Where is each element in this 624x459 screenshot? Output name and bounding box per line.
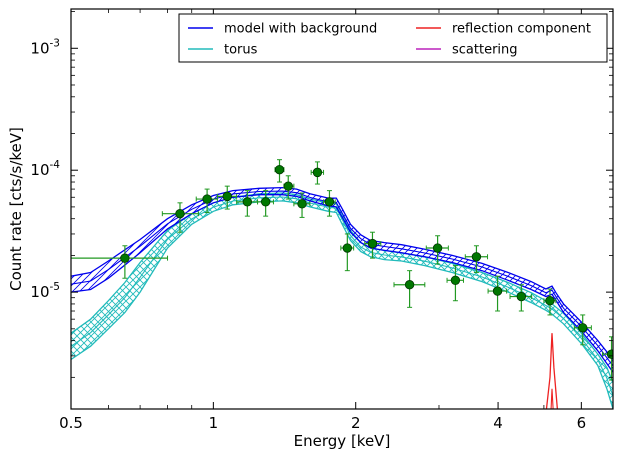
y-tick-exponent: -5 [50,281,60,293]
data-marker [606,349,613,359]
data-point [601,336,613,381]
data-point [257,190,274,217]
y-tick-exponent: -3 [50,37,60,49]
data-point [71,245,169,279]
legend-label: model with background [224,22,377,37]
data-marker [222,191,232,202]
data-point [293,192,311,218]
data-point [195,188,218,213]
data-marker [260,197,271,207]
y-tick-base: 10 [30,161,49,179]
data-marker [312,167,323,178]
y-tick-label: 10-3 [30,37,60,57]
x-tick-label: 2 [351,414,361,432]
data-marker [516,291,527,302]
y-tick-base: 10 [30,283,49,301]
data-point [509,284,533,312]
data-point [161,202,199,233]
data-marker [120,253,130,263]
data-point [543,288,557,316]
data-marker [450,275,461,286]
data-point [364,231,382,259]
data-marker [471,252,482,262]
model-band-fill [71,187,613,373]
data-marker [175,208,185,219]
reflection-line-lower [550,388,554,409]
data-point [310,161,325,185]
y-tick-label: 10-4 [30,159,60,179]
x-tick-label: 6 [577,414,587,432]
data-point [573,314,592,346]
model-upper-line [71,186,613,360]
x-axis-label: Energy [keV] [294,432,391,450]
data-point [446,265,464,302]
data-marker [242,197,253,207]
data-marker [545,296,555,306]
data-point [425,235,449,265]
y-tick-base: 10 [30,39,49,57]
data-point [323,190,336,217]
legend-label: torus [224,43,258,58]
legend: model with background torus reflection com… [178,13,608,63]
data-point [340,233,355,272]
y-tick-label: 10-5 [30,281,60,301]
reflection-line [545,333,559,409]
data-marker [324,197,335,207]
data-point [274,159,285,183]
data-marker [492,286,503,296]
x-tick-label: 1 [209,414,219,432]
data-marker [202,194,212,204]
data-marker [367,238,378,249]
y-tick-exponent: -4 [50,159,61,171]
data-point [216,185,238,210]
data-marker [297,199,307,209]
x-tick-label: 4 [493,414,503,432]
legend-label: reflection component [452,22,591,37]
data-point [283,175,295,200]
data-marker [283,181,293,191]
data-marker [404,280,415,290]
data-marker [432,243,443,253]
data-point [464,245,489,273]
data-marker [274,164,285,175]
y-axis-label: Count rate [cts/s/keV] [7,127,25,291]
data-point [487,275,508,312]
data-marker [578,323,588,333]
model-center-line [71,190,613,367]
x-tick-label: 0.5 [59,414,83,432]
legend-label: scattering [452,43,518,58]
model-lower-line [71,194,613,373]
data-marker [342,243,353,253]
legend-box [178,13,608,63]
torus-band-fill [71,193,613,409]
plot-frame [70,8,614,410]
data-point [393,270,426,308]
data-point [236,190,259,217]
